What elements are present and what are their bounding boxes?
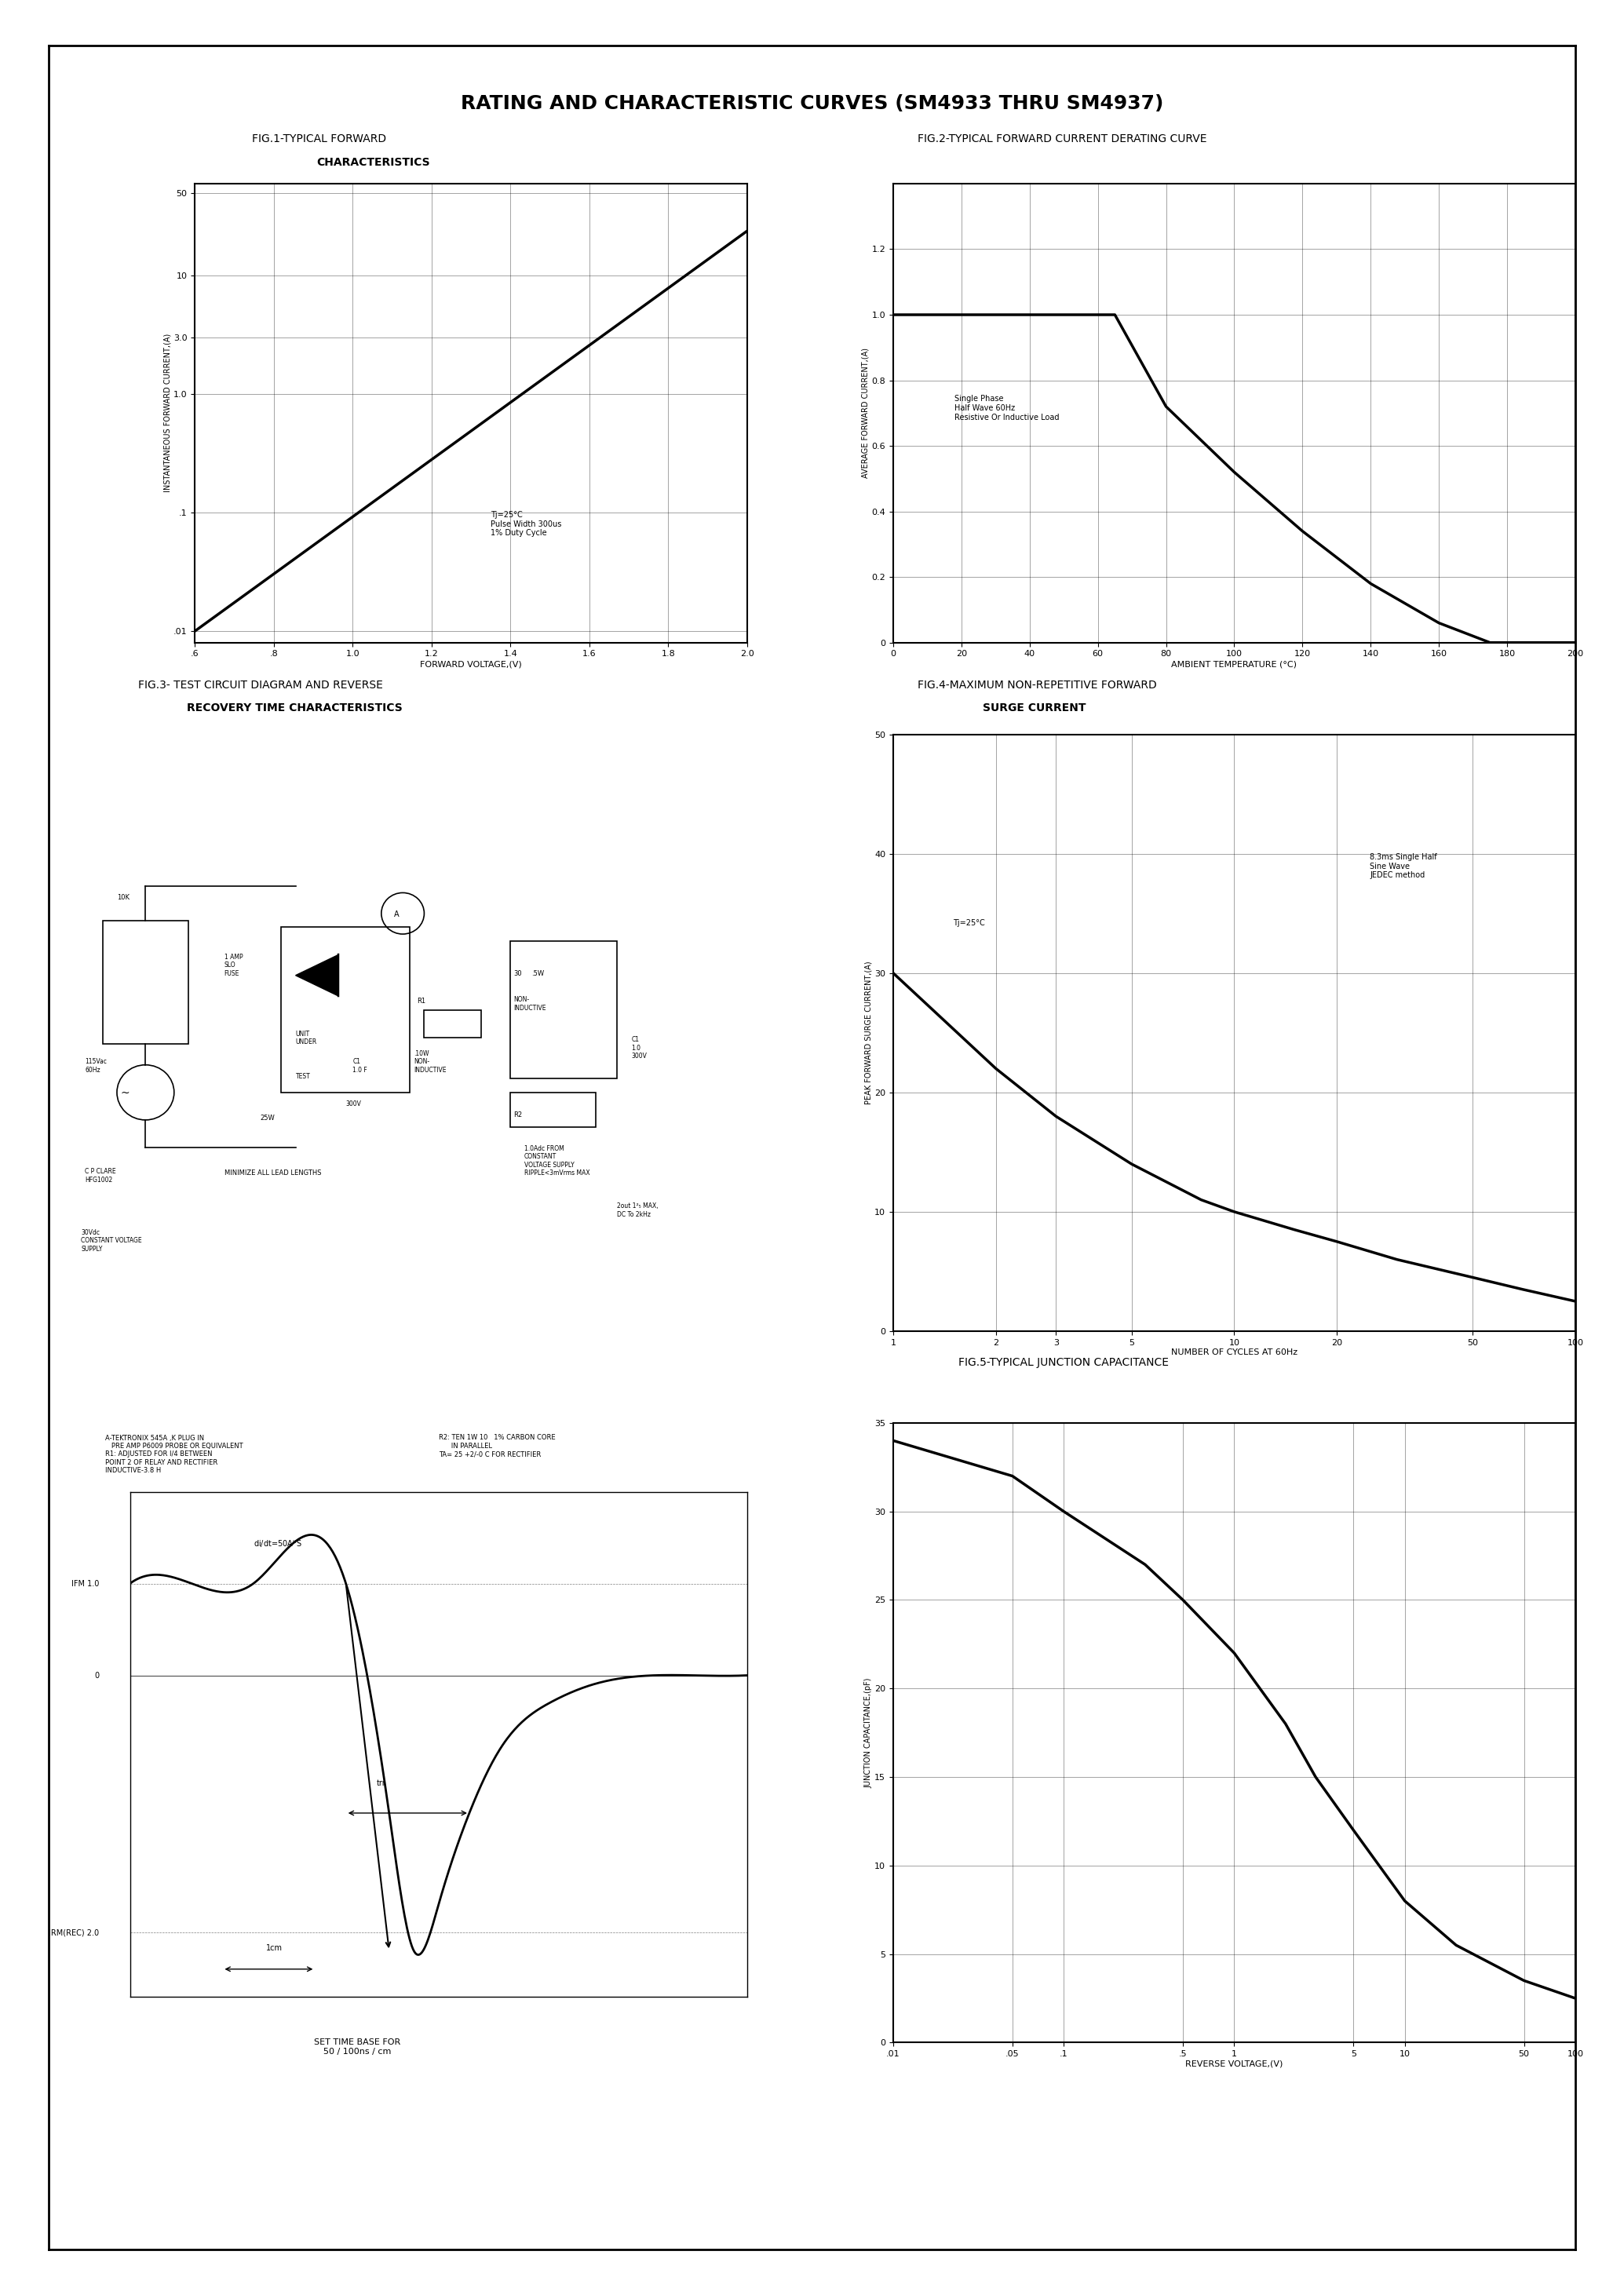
Text: IRM(REC) 2.0: IRM(REC) 2.0: [49, 1928, 99, 1937]
Text: C1
1.0
300V: C1 1.0 300V: [632, 1035, 646, 1060]
Text: 2out 1²₅ MAX,
DC To 2kHz: 2out 1²₅ MAX, DC To 2kHz: [617, 1203, 658, 1219]
Text: A-TEKTRONIX 545A ,K PLUG IN
   PRE AMP P6009 PROBE OR EQUIVALENT
R1: ADJUSTED FO: A-TEKTRONIX 545A ,K PLUG IN PRE AMP P600…: [106, 1434, 244, 1473]
Polygon shape: [296, 955, 338, 996]
Text: 30Vdc
CONSTANT VOLTAGE
SUPPLY: 30Vdc CONSTANT VOLTAGE SUPPLY: [81, 1228, 143, 1253]
Text: UNIT
UNDER: UNIT UNDER: [296, 1030, 317, 1047]
Text: TEST: TEST: [296, 1074, 310, 1081]
X-axis label: FORWARD VOLTAGE,(V): FORWARD VOLTAGE,(V): [421, 661, 521, 668]
Text: CHARACTERISTICS: CHARACTERISTICS: [317, 156, 430, 168]
X-axis label: REVERSE VOLTAGE,(V): REVERSE VOLTAGE,(V): [1186, 2061, 1283, 2068]
Text: FIG.1-TYPICAL FORWARD: FIG.1-TYPICAL FORWARD: [252, 133, 387, 145]
Text: 0: 0: [94, 1671, 99, 1680]
Text: IFM 1.0: IFM 1.0: [71, 1579, 99, 1588]
Text: C P CLARE
HFG1002: C P CLARE HFG1002: [84, 1168, 115, 1184]
Bar: [281, 927, 409, 1092]
Text: 1cm: 1cm: [266, 1944, 283, 1953]
Text: 1 AMP
SLO
FUSE: 1 AMP SLO FUSE: [224, 952, 242, 978]
Text: 8.3ms Single Half
Sine Wave
JEDEC method: 8.3ms Single Half Sine Wave JEDEC method: [1371, 854, 1437, 879]
Text: Tj=25°C
Pulse Width 300us
1% Duty Cycle: Tj=25°C Pulse Width 300us 1% Duty Cycle: [490, 512, 562, 537]
Text: Tj=25°C: Tj=25°C: [953, 918, 986, 927]
Text: C1
1.0 F: C1 1.0 F: [352, 1058, 367, 1074]
Text: 115Vac
60Hz: 115Vac 60Hz: [84, 1058, 107, 1074]
Text: A: A: [395, 911, 400, 918]
Text: Single Phase
Half Wave 60Hz
Resistive Or Inductive Load: Single Phase Half Wave 60Hz Resistive Or…: [955, 395, 1059, 422]
Text: R1: R1: [417, 998, 425, 1005]
Text: 10K: 10K: [117, 895, 130, 902]
Bar: [510, 1092, 596, 1127]
Text: FIG.2-TYPICAL FORWARD CURRENT DERATING CURVE: FIG.2-TYPICAL FORWARD CURRENT DERATING C…: [918, 133, 1207, 145]
Text: FIG.4-MAXIMUM NON-REPETITIVE FORWARD: FIG.4-MAXIMUM NON-REPETITIVE FORWARD: [918, 679, 1156, 691]
Text: SET TIME BASE FOR
50 / 100ns / cm: SET TIME BASE FOR 50 / 100ns / cm: [313, 2038, 401, 2056]
Text: 300V: 300V: [346, 1102, 361, 1108]
Text: RATING AND CHARACTERISTIC CURVES (SM4933 THRU SM4937): RATING AND CHARACTERISTIC CURVES (SM4933…: [461, 94, 1163, 112]
Text: 30: 30: [513, 971, 521, 978]
Y-axis label: INSTANTANEOUS FORWARD CURRENT,(A): INSTANTANEOUS FORWARD CURRENT,(A): [164, 333, 171, 493]
Text: FIG.3- TEST CIRCUIT DIAGRAM AND REVERSE: FIG.3- TEST CIRCUIT DIAGRAM AND REVERSE: [138, 679, 383, 691]
Text: 1.0Adc FROM
CONSTANT
VOLTAGE SUPPLY
RIPPLE<3mVrms MAX: 1.0Adc FROM CONSTANT VOLTAGE SUPPLY RIPP…: [525, 1145, 590, 1177]
Y-axis label: PEAK FORWARD SURGE CURRENT,(A): PEAK FORWARD SURGE CURRENT,(A): [864, 962, 872, 1104]
Text: ~: ~: [120, 1088, 130, 1099]
Text: 25W: 25W: [260, 1115, 274, 1122]
Bar: [510, 941, 617, 1079]
Text: .5W: .5W: [531, 971, 544, 978]
X-axis label: NUMBER OF CYCLES AT 60Hz: NUMBER OF CYCLES AT 60Hz: [1171, 1349, 1298, 1356]
Text: MINIMIZE ALL LEAD LENGTHS: MINIMIZE ALL LEAD LENGTHS: [224, 1170, 322, 1177]
Text: di/dt=50A$^\mu$S: di/dt=50A$^\mu$S: [253, 1538, 302, 1549]
X-axis label: AMBIENT TEMPERATURE (°C): AMBIENT TEMPERATURE (°C): [1171, 661, 1298, 668]
Text: SURGE CURRENT: SURGE CURRENT: [983, 702, 1086, 714]
Text: R2: TEN 1W 10   1% CARBON CORE
      IN PARALLEL
TA= 25 +2/-0 C FOR RECTIFIER: R2: TEN 1W 10 1% CARBON CORE IN PARALLEL…: [438, 1434, 555, 1457]
Text: .10W
NON-
INDUCTIVE: .10W NON- INDUCTIVE: [414, 1049, 447, 1074]
Text: R2: R2: [513, 1111, 523, 1118]
Bar: [424, 1010, 481, 1037]
Text: RECOVERY TIME CHARACTERISTICS: RECOVERY TIME CHARACTERISTICS: [187, 702, 403, 714]
Text: trr: trr: [377, 1779, 387, 1788]
Bar: [102, 920, 188, 1044]
Y-axis label: JUNCTION CAPACITANCE,(pF): JUNCTION CAPACITANCE,(pF): [864, 1678, 872, 1788]
Text: NON-
INDUCTIVE: NON- INDUCTIVE: [513, 996, 546, 1012]
Text: FIG.5-TYPICAL JUNCTION CAPACITANCE: FIG.5-TYPICAL JUNCTION CAPACITANCE: [958, 1356, 1169, 1368]
Y-axis label: AVERAGE FORWARD CURRENT,(A): AVERAGE FORWARD CURRENT,(A): [862, 349, 869, 477]
